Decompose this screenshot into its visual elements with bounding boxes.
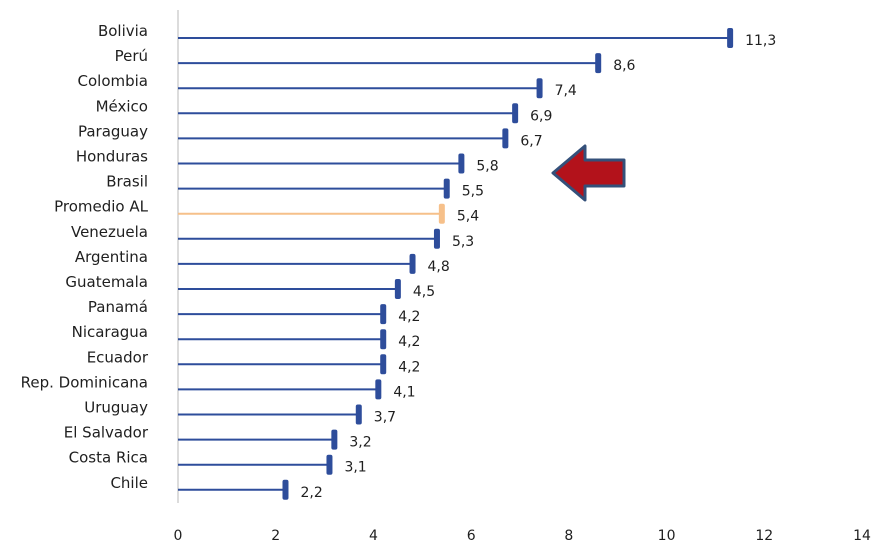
bar-end-cap bbox=[409, 253, 416, 274]
bar-end-cap bbox=[502, 128, 509, 149]
value-label: 4,2 bbox=[398, 309, 420, 325]
category-label: Colombia bbox=[78, 72, 149, 90]
x-tick-label: 2 bbox=[271, 528, 280, 544]
category-label: Guatemala bbox=[65, 273, 148, 291]
value-label: 2,2 bbox=[300, 485, 322, 501]
value-label: 3,2 bbox=[349, 435, 371, 451]
value-label: 4,2 bbox=[398, 359, 420, 375]
bar-end-cap bbox=[595, 53, 602, 74]
value-label: 4,8 bbox=[428, 259, 450, 275]
x-tick-label: 8 bbox=[564, 528, 573, 544]
value-label: 4,5 bbox=[413, 284, 435, 300]
category-label: Argentina bbox=[75, 248, 148, 266]
bar-end-cap bbox=[727, 28, 734, 48]
bar-end-cap bbox=[512, 103, 519, 124]
bar-end-cap bbox=[380, 329, 387, 350]
bar-end-cap bbox=[380, 304, 387, 325]
value-label: 7,4 bbox=[555, 83, 577, 99]
category-label: Promedio AL bbox=[54, 198, 149, 216]
category-label: México bbox=[96, 97, 148, 115]
bar-end-cap bbox=[443, 178, 450, 199]
category-label: Costa Rica bbox=[69, 449, 148, 467]
bar-end-cap bbox=[282, 479, 289, 500]
value-label: 8,6 bbox=[613, 58, 635, 74]
value-label: 5,3 bbox=[452, 234, 474, 250]
bar-end-cap bbox=[355, 404, 362, 425]
left-arrow-icon bbox=[551, 144, 626, 202]
bar-end-cap bbox=[326, 454, 333, 475]
x-tick-label: 6 bbox=[467, 528, 476, 544]
bar-end-cap bbox=[380, 354, 387, 375]
x-tick-label: 12 bbox=[755, 528, 773, 544]
x-tick-label: 10 bbox=[658, 528, 676, 544]
category-label: Rep. Dominicana bbox=[21, 373, 148, 391]
bar-end-cap bbox=[394, 279, 401, 299]
arrow-annotation bbox=[551, 144, 626, 202]
value-label: 4,1 bbox=[393, 384, 415, 400]
bar-end-cap bbox=[458, 153, 465, 174]
x-tick-labels: 0 2 4 6 8 10 12 14 bbox=[174, 528, 871, 544]
x-tick-label: 0 bbox=[174, 528, 183, 544]
value-label: 5,4 bbox=[457, 209, 479, 225]
category-label: Panamá bbox=[88, 298, 148, 316]
category-label: Ecuador bbox=[87, 348, 149, 366]
value-label: 3,7 bbox=[374, 410, 396, 426]
bar-end-cap bbox=[375, 379, 382, 400]
category-label: Nicaragua bbox=[72, 323, 148, 341]
bars-group: Bolivia 11,3 Perú 8,6 Colombia 7,4 México 6,9 Pa… bbox=[21, 22, 777, 501]
category-label: Honduras bbox=[76, 148, 148, 166]
category-label: Chile bbox=[110, 474, 148, 492]
category-label: Paraguay bbox=[78, 122, 148, 140]
category-label: Uruguay bbox=[84, 399, 148, 417]
category-label: El Salvador bbox=[64, 424, 149, 442]
value-label: 6,7 bbox=[520, 133, 542, 149]
value-label: 4,2 bbox=[398, 334, 420, 350]
x-tick-label: 14 bbox=[853, 528, 871, 544]
value-label: 5,5 bbox=[462, 184, 484, 200]
category-label: Perú bbox=[115, 47, 148, 65]
bar-end-cap bbox=[331, 429, 338, 450]
value-label: 11,3 bbox=[745, 33, 776, 49]
value-label: 3,1 bbox=[344, 460, 366, 476]
category-label: Venezuela bbox=[71, 223, 148, 241]
bar-end-cap bbox=[536, 78, 543, 99]
value-label: 6,9 bbox=[530, 108, 552, 124]
value-label: 5,8 bbox=[476, 159, 498, 175]
x-tick-label: 4 bbox=[369, 528, 378, 544]
bar-end-cap bbox=[433, 228, 440, 249]
category-label: Bolivia bbox=[98, 22, 148, 40]
bar-end-cap bbox=[438, 203, 445, 224]
category-label: Brasil bbox=[106, 173, 148, 191]
